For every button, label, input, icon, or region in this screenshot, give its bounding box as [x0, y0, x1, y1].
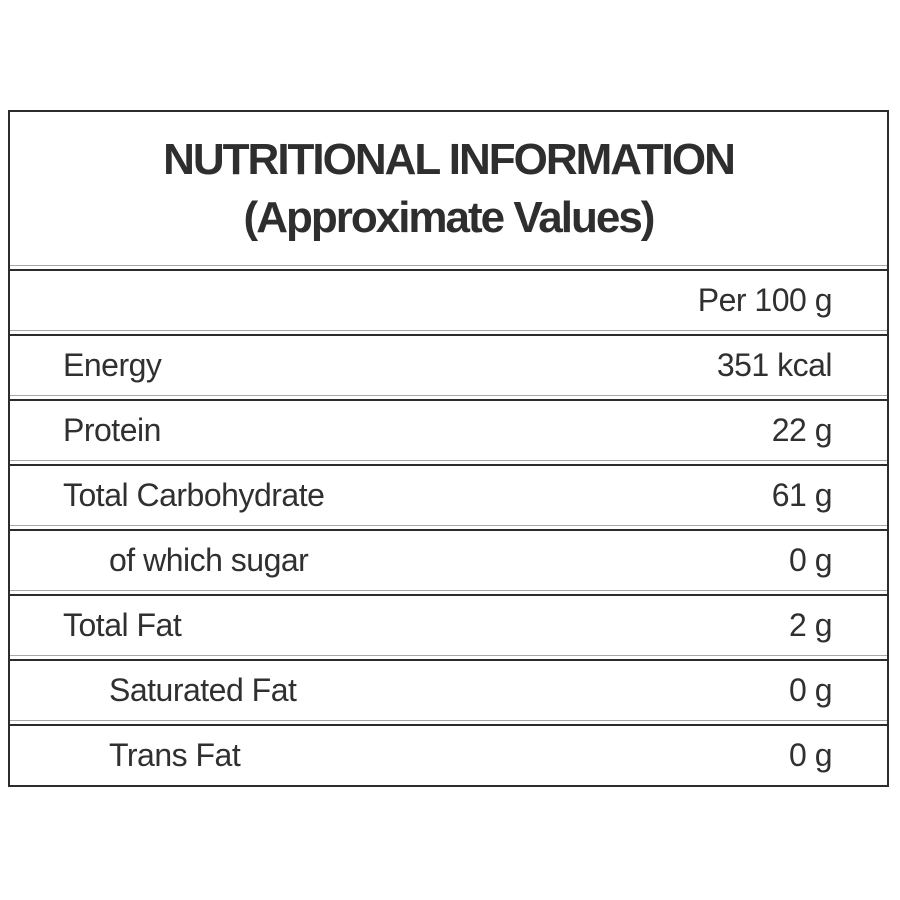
- row-separator: [10, 525, 887, 531]
- row-separator: [10, 720, 887, 726]
- header-value: Per 100 g: [697, 282, 833, 318]
- row-separator: [10, 460, 887, 466]
- row-separator: [10, 330, 887, 336]
- table-row: Saturated Fat 0 g: [10, 661, 887, 720]
- table-row: Energy 351 kcal: [10, 336, 887, 395]
- nutrition-panel: NUTRITIONAL INFORMATION (Approximate Val…: [8, 110, 889, 787]
- per-100g-header: Per 100 g: [10, 271, 887, 330]
- panel-title-line2: (Approximate Values): [243, 192, 656, 242]
- row-value: 0 g: [789, 737, 832, 773]
- row-label: of which sugar: [109, 542, 309, 578]
- row-value: 2 g: [789, 607, 832, 643]
- table-row: Protein 22 g: [10, 401, 887, 460]
- panel-title: NUTRITIONAL INFORMATION (Approximate Val…: [10, 112, 887, 265]
- table-row: Trans Fat 0 g: [10, 726, 887, 785]
- table-row: of which sugar 0 g: [10, 531, 887, 590]
- row-label: Trans Fat: [109, 737, 241, 773]
- row-label: Total Carbohydrate: [63, 477, 325, 513]
- table-row: Total Fat 2 g: [10, 596, 887, 655]
- row-value: 22 g: [771, 412, 833, 448]
- table-row: Total Carbohydrate 61 g: [10, 466, 887, 525]
- row-separator: [10, 590, 887, 596]
- row-label: Saturated Fat: [109, 672, 297, 708]
- row-value: 351 kcal: [716, 347, 833, 383]
- row-separator: [10, 395, 887, 401]
- row-separator: [10, 655, 887, 661]
- panel-title-line1: NUTRITIONAL INFORMATION: [163, 135, 736, 185]
- row-separator: [10, 265, 887, 271]
- row-value: 61 g: [771, 477, 833, 513]
- row-value: 0 g: [789, 672, 832, 708]
- row-value: 0 g: [789, 542, 832, 578]
- row-label: Energy: [63, 347, 162, 383]
- row-label: Total Fat: [63, 607, 182, 643]
- row-label: Protein: [63, 412, 161, 448]
